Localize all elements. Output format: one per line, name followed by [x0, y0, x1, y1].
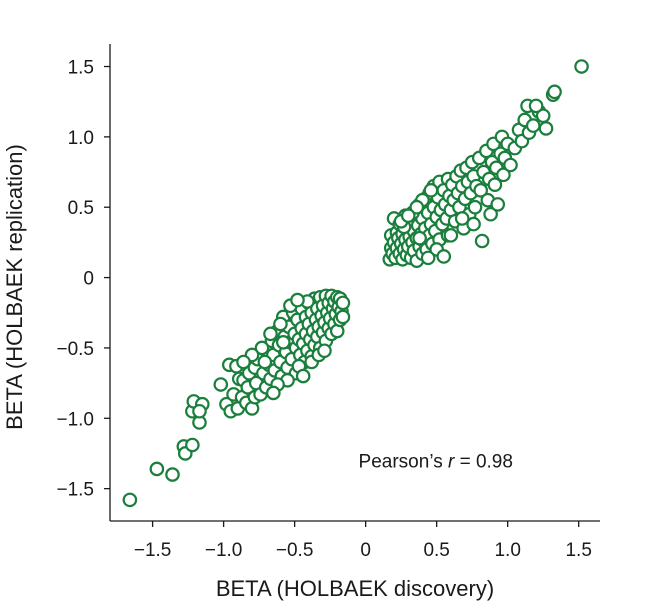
y-tick-label: 0.5 — [68, 198, 94, 219]
data-point — [547, 84, 562, 100]
y-axis-title: BETA (HOLBAEK replication) — [2, 144, 27, 430]
data-point — [528, 98, 544, 114]
data-point — [443, 228, 459, 243]
data-point — [257, 354, 273, 370]
y-tick-label: 0 — [83, 269, 94, 290]
data-point — [192, 403, 207, 419]
data-point — [503, 157, 518, 173]
data-point — [412, 230, 427, 246]
data-point — [525, 118, 541, 133]
data-point — [420, 250, 436, 266]
data-point — [496, 167, 511, 183]
data-point — [165, 467, 180, 482]
data-point — [490, 197, 506, 212]
annotation-suffix: = 0.98 — [454, 452, 513, 473]
data-point — [400, 208, 416, 223]
x-tick-label: 1.0 — [494, 540, 520, 561]
x-tick-label: 0 — [360, 540, 371, 561]
data-point — [409, 199, 425, 215]
y-tick-label: −1.0 — [56, 409, 94, 430]
data-point — [263, 326, 278, 342]
data-point — [122, 492, 138, 508]
data-point — [213, 377, 229, 392]
x-tick-label: −1.0 — [205, 540, 243, 561]
data-point — [466, 216, 481, 232]
data-point — [290, 292, 305, 308]
annotation-prefix: Pearson’s — [359, 452, 448, 473]
data-point — [149, 461, 165, 477]
annotation-symbol: r — [448, 452, 455, 473]
data-point — [454, 211, 470, 226]
data-point — [474, 233, 490, 249]
data-point — [266, 385, 281, 401]
data-point — [483, 206, 498, 222]
data-point — [423, 183, 439, 198]
x-tick-label: 1.5 — [565, 540, 591, 561]
data-point — [335, 295, 351, 311]
y-axis-ticks: −1.5 −1.0 −0.5 0 0.5 1.0 1.5 — [56, 58, 110, 501]
y-tick-label: 1.5 — [68, 58, 94, 79]
y-tick-label: −1.5 — [56, 480, 94, 501]
scatter-points — [122, 59, 589, 508]
data-point — [317, 343, 332, 359]
data-point — [473, 183, 488, 198]
x-tick-label: −1.5 — [134, 540, 172, 561]
data-point — [436, 249, 452, 264]
x-axis-title: BETA (HOLBAEK discovery) — [216, 576, 494, 601]
data-point — [185, 437, 200, 453]
x-axis-ticks: −1.5 −1.0 −0.5 0 0.5 1.0 1.5 — [134, 521, 592, 561]
x-tick-label: 0.5 — [423, 540, 449, 561]
data-point — [467, 199, 483, 215]
y-tick-label: 1.0 — [68, 128, 94, 149]
data-point — [275, 335, 291, 350]
pearson-annotation: Pearson’s r = 0.98 — [359, 452, 513, 473]
data-point — [273, 316, 288, 332]
data-point — [574, 59, 589, 74]
data-point — [295, 368, 311, 384]
data-point — [254, 340, 270, 356]
data-point — [538, 121, 554, 136]
data-point — [236, 354, 251, 370]
x-tick-label: −0.5 — [276, 540, 314, 561]
data-point — [487, 177, 503, 193]
data-point — [335, 309, 351, 325]
y-tick-label: −0.5 — [56, 339, 94, 360]
